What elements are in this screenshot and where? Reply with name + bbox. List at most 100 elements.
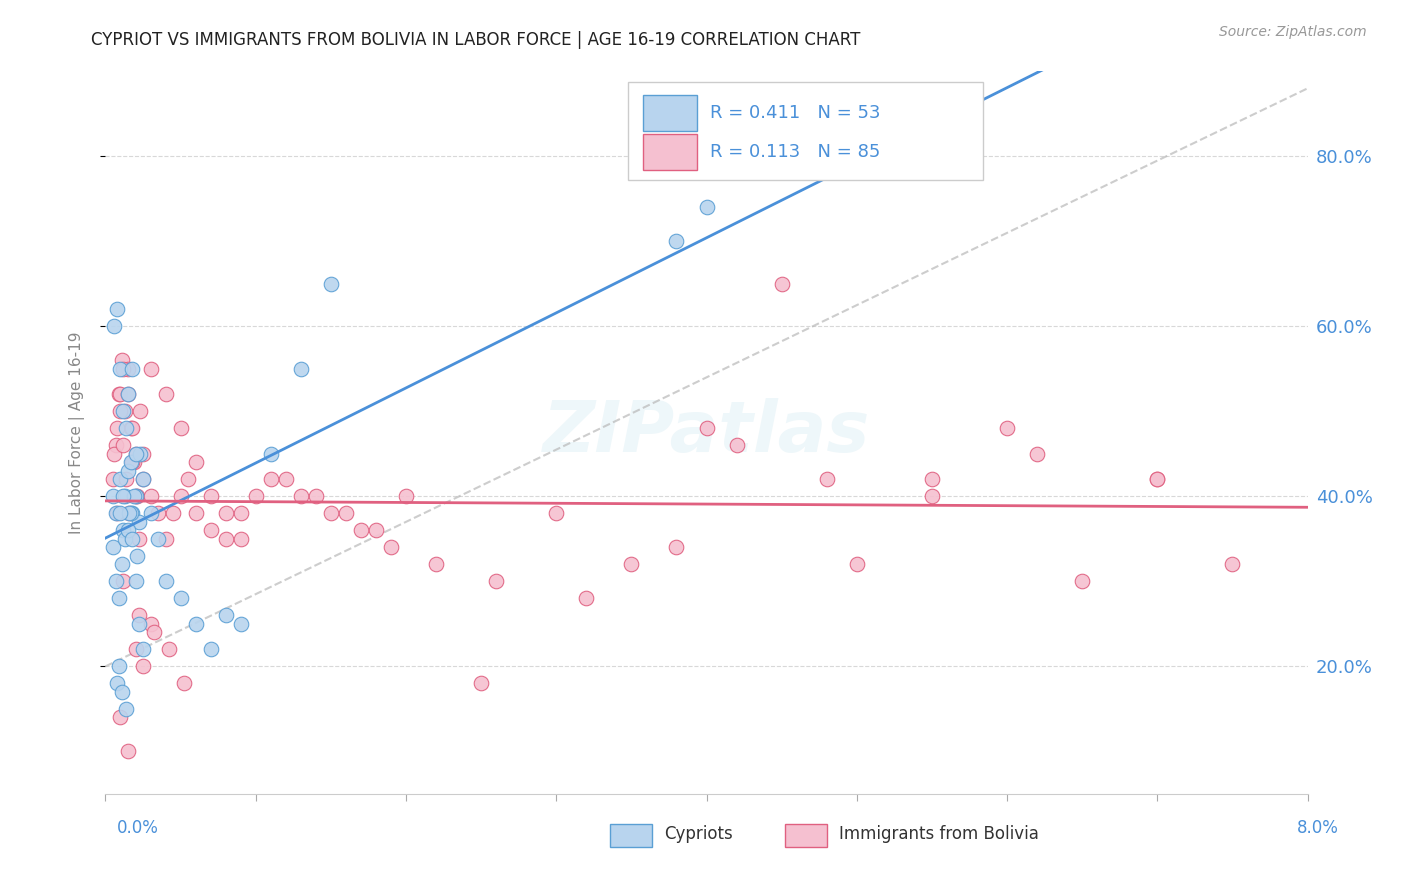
- Point: [108, 591, 131, 606]
- Point: [169, 421, 191, 435]
- Point: [921, 489, 943, 503]
- Point: [115, 472, 138, 486]
- Text: ZIPatlas: ZIPatlas: [543, 398, 870, 467]
- Point: [380, 541, 402, 555]
- Point: [101, 489, 124, 503]
- Point: [104, 574, 127, 589]
- Point: [364, 524, 387, 538]
- Point: [335, 507, 357, 521]
- Point: [319, 507, 342, 521]
- Point: [815, 472, 838, 486]
- FancyBboxPatch shape: [628, 82, 983, 180]
- Point: [725, 438, 748, 452]
- Point: [110, 507, 132, 521]
- Text: R = 0.113   N = 85: R = 0.113 N = 85: [710, 144, 880, 161]
- Point: [121, 507, 143, 521]
- Point: [132, 659, 155, 673]
- Point: [319, 277, 342, 291]
- Text: Cypriots: Cypriots: [665, 824, 733, 843]
- Point: [103, 447, 125, 461]
- Point: [108, 659, 131, 673]
- Point: [104, 438, 127, 452]
- Point: [117, 744, 139, 758]
- Point: [155, 387, 177, 401]
- Point: [665, 235, 688, 249]
- Point: [112, 574, 135, 589]
- Point: [110, 404, 132, 418]
- Point: [118, 507, 141, 521]
- Point: [139, 507, 162, 521]
- Point: [142, 625, 165, 640]
- Point: [169, 489, 191, 503]
- Point: [110, 362, 132, 376]
- Point: [121, 532, 143, 546]
- Point: [146, 532, 169, 546]
- Point: [139, 489, 162, 503]
- Point: [103, 319, 125, 334]
- Point: [117, 387, 139, 401]
- Point: [128, 515, 150, 529]
- Point: [696, 200, 718, 214]
- Text: 8.0%: 8.0%: [1296, 819, 1339, 837]
- Point: [125, 489, 148, 503]
- Point: [122, 489, 145, 503]
- Point: [132, 642, 155, 657]
- Point: [177, 472, 200, 486]
- Text: R = 0.411   N = 53: R = 0.411 N = 53: [710, 104, 880, 122]
- Point: [214, 532, 236, 546]
- Point: [290, 362, 312, 376]
- Point: [110, 387, 132, 401]
- Point: [995, 421, 1018, 435]
- Point: [108, 387, 131, 401]
- Point: [104, 507, 127, 521]
- Point: [124, 489, 146, 503]
- Point: [350, 524, 373, 538]
- Point: [305, 489, 328, 503]
- Point: [139, 362, 162, 376]
- Text: Source: ZipAtlas.com: Source: ZipAtlas.com: [1219, 25, 1367, 39]
- Point: [921, 472, 943, 486]
- Point: [120, 507, 142, 521]
- Point: [155, 574, 177, 589]
- Point: [114, 532, 136, 546]
- Point: [132, 447, 155, 461]
- Point: [770, 277, 793, 291]
- Point: [485, 574, 508, 589]
- FancyBboxPatch shape: [785, 823, 827, 847]
- FancyBboxPatch shape: [610, 823, 652, 847]
- Point: [115, 421, 138, 435]
- Point: [395, 489, 418, 503]
- Point: [425, 558, 447, 572]
- Point: [107, 507, 129, 521]
- Point: [274, 472, 297, 486]
- Point: [470, 676, 492, 690]
- Point: [121, 455, 143, 469]
- Point: [214, 608, 236, 623]
- Y-axis label: In Labor Force | Age 16-19: In Labor Force | Age 16-19: [69, 331, 84, 534]
- Point: [200, 524, 222, 538]
- Point: [1146, 472, 1168, 486]
- Point: [129, 404, 152, 418]
- Point: [111, 353, 134, 368]
- Point: [1222, 558, 1244, 572]
- Point: [129, 447, 152, 461]
- FancyBboxPatch shape: [643, 95, 697, 131]
- Point: [111, 685, 134, 699]
- Point: [114, 489, 136, 503]
- Point: [112, 404, 135, 418]
- Point: [124, 642, 146, 657]
- Point: [155, 532, 177, 546]
- Point: [117, 387, 139, 401]
- Point: [128, 608, 150, 623]
- Point: [121, 421, 143, 435]
- Point: [110, 472, 132, 486]
- Point: [120, 455, 142, 469]
- Point: [110, 710, 132, 724]
- Point: [122, 455, 145, 469]
- Point: [146, 507, 169, 521]
- Point: [124, 447, 146, 461]
- Point: [117, 524, 139, 538]
- Point: [124, 489, 146, 503]
- Point: [845, 558, 868, 572]
- Point: [117, 464, 139, 478]
